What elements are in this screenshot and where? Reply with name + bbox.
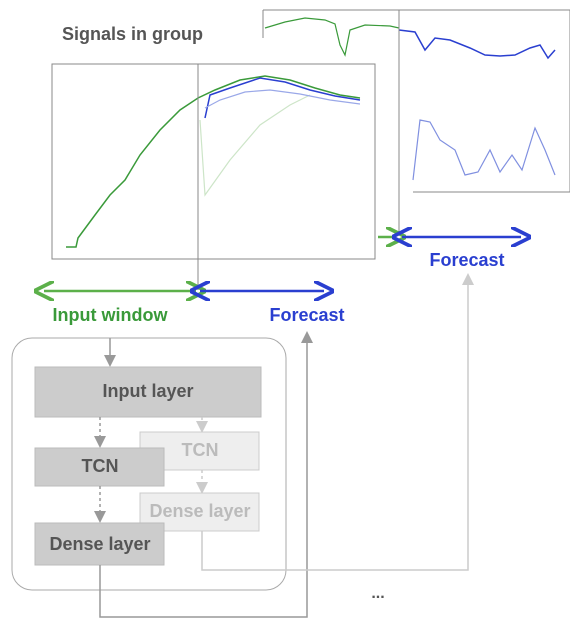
node-label: TCN (82, 456, 119, 476)
node-label: Dense layer (149, 501, 250, 521)
ellipsis: ... (371, 585, 384, 602)
node-label: Input layer (102, 381, 193, 401)
forecast-label: Forecast (429, 250, 504, 270)
node (34, 447, 165, 487)
node-label: Dense layer (49, 534, 150, 554)
forecast-label: Forecast (269, 305, 344, 325)
title: Signals in group (62, 24, 203, 44)
main-plot (51, 63, 376, 290)
output-connector (99, 331, 313, 618)
node-label: TCN (182, 440, 219, 460)
output-connector (201, 273, 474, 571)
background-plot (262, 9, 570, 235)
node (34, 366, 262, 418)
input-window-label: Input window (53, 305, 169, 325)
node (139, 492, 260, 532)
node (34, 522, 165, 566)
